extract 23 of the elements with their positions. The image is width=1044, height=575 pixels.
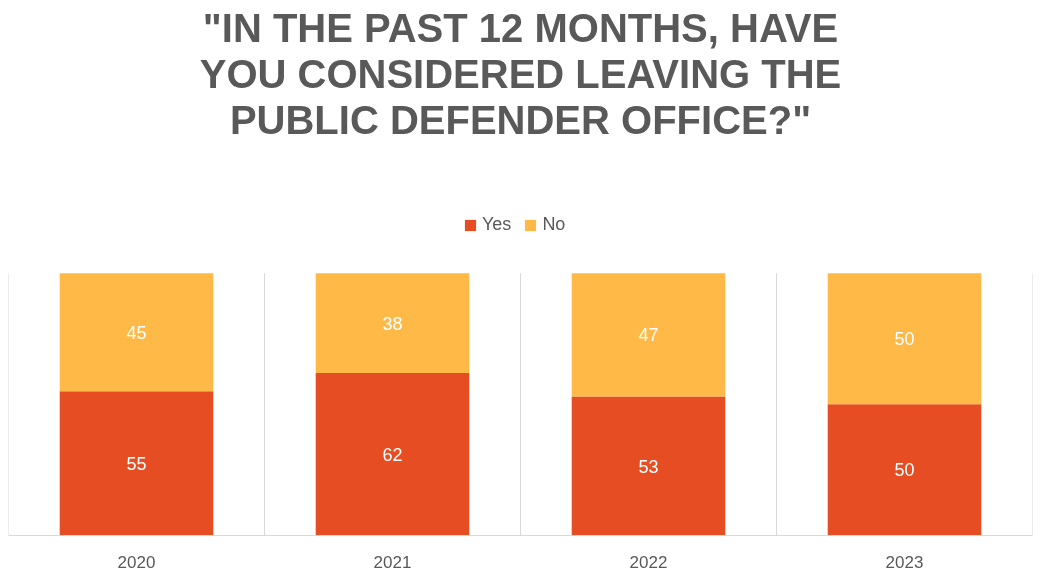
bar <box>571 273 726 397</box>
bar <box>59 391 214 536</box>
data-label: 53 <box>638 456 659 477</box>
x-tick-label: 2021 <box>373 552 412 572</box>
bar <box>315 273 470 373</box>
legend-label: No <box>542 214 566 235</box>
data-label: 50 <box>894 329 915 350</box>
chart-title: "IN THE PAST 12 MONTHS, HAVE YOU CONSIDERED LEAVING THE PUBLIC DEFENDER OFFICE?" <box>199 5 842 143</box>
bar <box>827 273 982 405</box>
bar <box>827 404 982 536</box>
x-tick-label: 2023 <box>885 552 924 572</box>
data-label: 45 <box>126 322 147 343</box>
bar <box>59 273 214 392</box>
bar <box>571 396 726 536</box>
bar <box>315 372 470 536</box>
data-label: 38 <box>382 313 403 334</box>
data-label: 62 <box>382 444 403 465</box>
data-label: 47 <box>638 325 659 346</box>
data-label: 55 <box>126 453 147 474</box>
legend-label: Yes <box>482 214 512 235</box>
x-tick-label: 2022 <box>629 552 668 572</box>
x-tick-label: 2020 <box>117 552 156 572</box>
data-label: 50 <box>894 460 915 481</box>
